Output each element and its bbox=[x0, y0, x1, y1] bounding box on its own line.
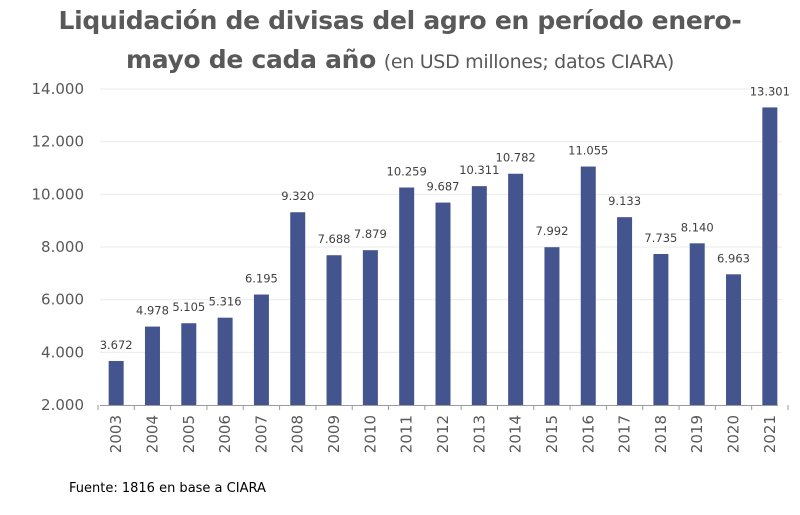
data-label: 13.301 bbox=[750, 84, 790, 98]
chart-title-continued: mayo de cada año bbox=[125, 45, 377, 74]
data-label: 6.963 bbox=[717, 251, 750, 265]
x-tick-label: 2008 bbox=[289, 415, 307, 453]
x-tick-label: 2019 bbox=[688, 415, 706, 453]
chart-subtitle: (en USD millones; datos CIARA) bbox=[383, 51, 675, 73]
data-label: 9.133 bbox=[608, 194, 641, 208]
x-tick-label: 2009 bbox=[325, 415, 343, 453]
x-tick-label: 2013 bbox=[470, 415, 488, 453]
y-tick-label: 8.000 bbox=[41, 238, 84, 256]
x-tick-label: 2015 bbox=[543, 415, 561, 453]
data-label: 10.259 bbox=[387, 165, 427, 179]
data-label: 8.140 bbox=[681, 220, 714, 234]
y-tick-label: 6.000 bbox=[41, 291, 84, 309]
x-tick-label: 2018 bbox=[652, 415, 670, 453]
x-tick-label: 2020 bbox=[725, 415, 743, 453]
bars bbox=[108, 107, 778, 406]
y-tick-label: 4.000 bbox=[41, 343, 84, 361]
bar bbox=[471, 186, 487, 405]
bar bbox=[726, 274, 742, 405]
data-label: 5.316 bbox=[209, 295, 242, 309]
bar bbox=[217, 317, 233, 405]
bar bbox=[253, 294, 269, 405]
bar bbox=[435, 202, 451, 405]
bar bbox=[181, 323, 197, 405]
data-label: 10.782 bbox=[496, 151, 536, 165]
bar bbox=[762, 107, 778, 406]
x-tick-label: 2003 bbox=[107, 415, 125, 453]
data-label: 5.105 bbox=[172, 300, 205, 314]
data-label: 6.195 bbox=[245, 272, 278, 286]
bar bbox=[290, 212, 306, 405]
x-tick-label: 2007 bbox=[252, 415, 270, 453]
data-label: 4.978 bbox=[136, 304, 169, 318]
x-tick-label: 2006 bbox=[216, 415, 234, 453]
x-tick-label: 2012 bbox=[434, 415, 452, 453]
bar bbox=[108, 360, 124, 405]
x-tick-label: 2014 bbox=[507, 415, 525, 453]
x-tick-label: 2004 bbox=[143, 415, 161, 453]
data-label: 10.311 bbox=[459, 163, 499, 177]
bar bbox=[653, 253, 669, 405]
bar bbox=[399, 187, 415, 405]
x-tick-label: 2011 bbox=[398, 415, 416, 453]
x-tick-label: 2016 bbox=[579, 415, 597, 453]
bar bbox=[580, 166, 596, 405]
x-tick-label: 2005 bbox=[180, 415, 198, 453]
x-tick-label: 2017 bbox=[616, 415, 634, 453]
data-label: 7.992 bbox=[535, 224, 568, 238]
bar bbox=[617, 217, 633, 405]
y-tick-label: 14.000 bbox=[32, 80, 85, 98]
data-label: 9.320 bbox=[281, 189, 314, 203]
x-tick-label: 2010 bbox=[361, 415, 379, 453]
x-tick-label: 2021 bbox=[761, 415, 779, 453]
y-tick-label: 12.000 bbox=[32, 133, 85, 151]
bar bbox=[362, 250, 378, 405]
source-note: Fuente: 1816 en base a CIARA bbox=[69, 481, 266, 496]
bar bbox=[508, 173, 524, 405]
data-label: 11.055 bbox=[568, 144, 608, 158]
chart-title: Liquidación de divisas del agro en perío… bbox=[58, 6, 742, 35]
data-label: 3.672 bbox=[100, 338, 133, 352]
bar bbox=[326, 255, 342, 405]
x-axis: 2003 2004 2005 2006 2007 2008 2009 2010 2011 2012… bbox=[97, 405, 789, 453]
bar bbox=[544, 247, 560, 405]
data-label: 7.735 bbox=[644, 231, 677, 245]
y-axis: 2.000 4.000 6.000 8.000 10.000 12.000 14.000 bbox=[32, 80, 85, 414]
bar bbox=[144, 326, 160, 405]
y-tick-label: 10.000 bbox=[32, 185, 85, 203]
data-label: 7.688 bbox=[318, 232, 351, 246]
chart-title-line2: mayo de cada año (en USD millones; datos… bbox=[0, 45, 800, 74]
y-tick-label: 2.000 bbox=[41, 396, 84, 414]
data-label: 9.687 bbox=[427, 180, 460, 194]
data-label: 7.879 bbox=[354, 227, 387, 241]
bar bbox=[689, 243, 705, 405]
